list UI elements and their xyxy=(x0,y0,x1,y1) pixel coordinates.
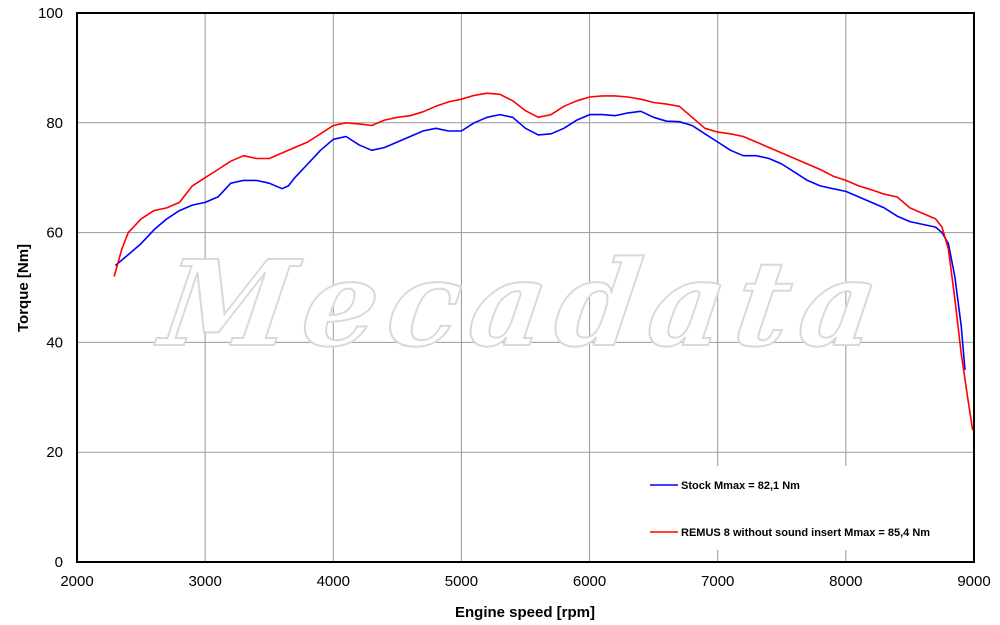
legend-box xyxy=(640,466,966,550)
y-tick-label: 60 xyxy=(46,225,63,242)
x-tick-label: 4000 xyxy=(317,573,350,590)
x-tick-label: 8000 xyxy=(829,573,862,590)
x-tick-label: 9000 xyxy=(957,573,990,590)
legend-label-0: Stock Mmax = 82,1 Nm xyxy=(681,480,800,492)
watermark: Mecadata xyxy=(150,235,897,373)
x-tick-label: 5000 xyxy=(445,573,478,590)
plot-frame xyxy=(76,12,975,563)
y-tick-label: 20 xyxy=(46,444,63,461)
x-tick-label: 7000 xyxy=(701,573,734,590)
x-tick-label: 3000 xyxy=(188,573,221,590)
x-tick-label: 6000 xyxy=(573,573,606,590)
y-tick-label: 0 xyxy=(55,554,63,571)
legend-label-1: REMUS 8 without sound insert Mmax = 85,4… xyxy=(681,527,930,539)
y-tick-label: 100 xyxy=(38,5,63,22)
x-tick-label: 2000 xyxy=(60,573,93,590)
series-line-0 xyxy=(114,110,966,370)
x-axis-title: Engine speed [rpm] xyxy=(455,604,595,621)
y-tick-label: 80 xyxy=(46,115,63,132)
y-axis-title: Torque [Nm] xyxy=(15,244,32,332)
tick-labels: 2000 3000 4000 5000 6000 7000 8000 9000 0 20 40 60 8… xyxy=(38,5,991,590)
series-line-1 xyxy=(113,92,974,431)
series-layer xyxy=(113,92,974,431)
y-tick-label: 40 xyxy=(46,334,63,351)
legend: Stock Mmax = 82,1 Nm REMUS 8 without soun… xyxy=(650,480,930,539)
